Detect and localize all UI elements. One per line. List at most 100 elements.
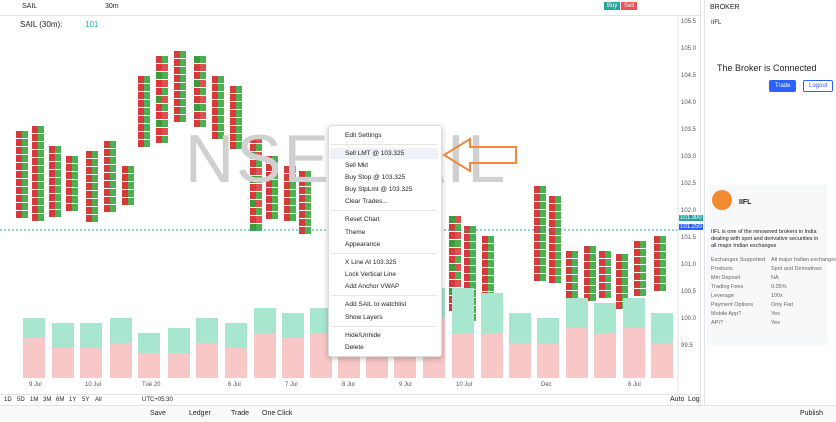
interval[interactable]: 30m [105, 3, 119, 10]
menu-item[interactable]: Lock Vertical Line [345, 271, 396, 278]
menu-item[interactable]: Reset Chart [345, 216, 380, 223]
footprint-cell [180, 115, 186, 122]
menu-item[interactable]: Hide/Unhide [345, 332, 381, 339]
save[interactable]: Save [150, 410, 166, 417]
footprint-cell [16, 131, 22, 138]
footprint-cell [122, 198, 128, 205]
volume-bar [651, 313, 673, 343]
auto[interactable]: Auto [670, 396, 685, 403]
footprint-cell [256, 184, 262, 191]
footprint-cell [566, 259, 572, 266]
footprint-cell [470, 242, 476, 249]
timeframe[interactable]: 1M [30, 397, 39, 403]
volume-bar [23, 338, 45, 378]
volume-bar [594, 303, 616, 333]
volume-bar [168, 328, 190, 353]
volume-bar [138, 353, 160, 378]
footprint-cell [572, 267, 578, 274]
timeframe[interactable]: 5D [17, 397, 25, 403]
volume-bar [52, 323, 74, 348]
footprint-cell [534, 202, 540, 209]
price-label: 99.5 [681, 343, 693, 349]
footprint-cell [144, 132, 150, 139]
menu-item[interactable]: Appearance [345, 241, 381, 248]
menu-item[interactable]: Sell LMT @ 103.325 [345, 150, 405, 157]
menu-item[interactable]: Add Anchor VWAP [345, 283, 400, 290]
footprint-cell [16, 163, 22, 170]
volume-bar [110, 343, 132, 378]
menu-item[interactable]: Add SAIL to watchlist [345, 301, 407, 308]
buy-button[interactable]: Buy [604, 2, 621, 10]
footprint-cell [194, 88, 200, 95]
card-title: IIFL [739, 199, 752, 206]
timeframe[interactable]: All [95, 397, 102, 403]
menu-item[interactable]: Show Layers [345, 314, 383, 321]
footprint-cell [566, 251, 572, 258]
sell-button[interactable]: Sell [621, 2, 638, 10]
footprint-cell [572, 259, 578, 266]
trade[interactable]: Trade [231, 410, 250, 417]
timeframe[interactable]: 6M [56, 397, 65, 403]
footprint-cell [128, 190, 134, 197]
price-label: 100.0 [681, 316, 697, 322]
footprint-cell [599, 267, 605, 274]
footprint-cell [200, 112, 206, 119]
log[interactable]: Log [688, 396, 700, 403]
menu-item[interactable]: Edit Settings [345, 132, 382, 139]
footprint-cell [622, 278, 628, 285]
symbol[interactable]: SAIL [22, 3, 38, 10]
footprint-cell [110, 197, 116, 204]
footprint-cell [38, 150, 44, 157]
footprint-cell [162, 136, 168, 143]
footprint-cell [32, 150, 38, 157]
footprint-cell [640, 265, 646, 272]
footprint-cell [555, 260, 561, 267]
trade-button[interactable]: Trade [769, 80, 797, 92]
timeframe[interactable]: 1D [4, 397, 12, 403]
menu-item[interactable]: Buy Stop @ 103.325 [345, 174, 406, 181]
footprint-cell [156, 128, 162, 135]
footprint-cell [660, 276, 666, 283]
footprint-cell [640, 273, 646, 280]
menu-item[interactable]: Clear Trades... [345, 198, 388, 205]
logout-button[interactable]: Logout [803, 80, 834, 92]
time-label: 10 Jul [456, 382, 473, 388]
footprint-cell [605, 275, 611, 282]
price-label: 105.0 [681, 46, 697, 52]
volume-bar [225, 323, 247, 348]
footprint-cell [218, 100, 224, 107]
timeframe[interactable]: 1Y [69, 397, 77, 403]
footprint-cell [32, 214, 38, 221]
footprint-cell [634, 249, 640, 256]
timeframe[interactable]: 5Y [82, 397, 90, 403]
menu-item[interactable]: Sell Mkt [345, 162, 369, 169]
footprint-cell [66, 204, 72, 211]
footprint-cell [22, 211, 28, 218]
footprint-cell [200, 80, 206, 87]
footprint-cell [38, 214, 44, 221]
broker-panel: BROKER IIFL The Broker is Connected Trad… [704, 0, 836, 405]
footprint-cell [290, 190, 296, 197]
timeframe[interactable]: 3M [43, 397, 52, 403]
footprint-cell [266, 188, 272, 195]
footprint-cell [599, 283, 605, 290]
price-tag: 101.250 [679, 224, 703, 230]
footprint-cell [162, 56, 168, 63]
footprint-cell [272, 172, 278, 179]
menu-item[interactable]: Delete [345, 344, 364, 351]
menu-item[interactable]: X Line At 103.325 [345, 259, 397, 266]
footprint-cell [194, 104, 200, 111]
ledger[interactable]: Ledger [189, 410, 211, 417]
footprint-cell [616, 294, 622, 301]
menu-separator [331, 210, 437, 211]
footprint-cell [92, 167, 98, 174]
menu-item[interactable]: Theme [345, 229, 366, 236]
footprint-cell [266, 180, 272, 187]
footprint-cell [540, 202, 546, 209]
footprint-cell [174, 59, 180, 66]
publish[interactable]: Publish [800, 410, 823, 417]
menu-item[interactable]: Buy StpLmt @ 103.325 [345, 186, 413, 193]
footprint-cell [174, 91, 180, 98]
one-click[interactable]: One Click [262, 410, 293, 417]
footprint-cell [534, 242, 540, 249]
